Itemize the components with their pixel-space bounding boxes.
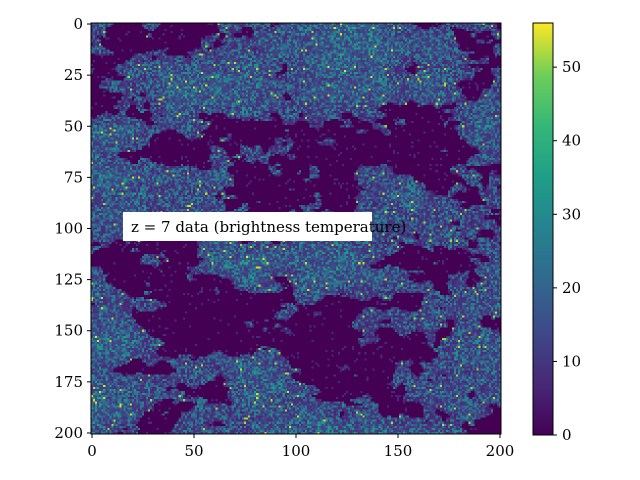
y-axis: 0 25 50 75 100 125 150 175 200	[54, 15, 91, 442]
x-tick-label: 100	[282, 442, 311, 460]
y-tick-label: 175	[54, 373, 83, 391]
colorbar-tick-label: 10	[562, 352, 581, 370]
colorbar-ticks: 0 10 20 30 40 50	[553, 58, 581, 444]
x-tick-label: 50	[184, 442, 203, 460]
y-tick-label: 100	[54, 220, 83, 238]
colorbar-tick-label: 20	[562, 279, 581, 297]
y-tick-label: 25	[64, 66, 83, 84]
y-tick-label: 0	[73, 15, 83, 33]
y-tick-label: 75	[64, 168, 83, 186]
x-tick-label: 200	[486, 442, 515, 460]
colorbar-tick-label: 0	[562, 426, 572, 444]
colorbar-gradient	[532, 22, 554, 436]
x-tick-label: 150	[384, 442, 413, 460]
colorbar-tick-label: 30	[562, 205, 581, 223]
y-tick-label: 125	[54, 271, 83, 289]
y-tick-label: 200	[54, 424, 83, 442]
y-tick-label: 150	[54, 322, 83, 340]
y-tick-label: 50	[64, 117, 83, 135]
x-tick-label: 0	[87, 442, 97, 460]
x-axis: 0 50 100 150 200	[87, 434, 514, 460]
annotation-text: z = 7 data (brightness temperature)	[131, 218, 406, 236]
annotation-box	[123, 212, 372, 241]
colorbar: 0 10 20 30 40 50	[532, 22, 581, 444]
annotation: z = 7 data (brightness temperature)	[123, 212, 406, 241]
colorbar-tick-label: 50	[562, 58, 581, 76]
colorbar-tick-label: 40	[562, 132, 581, 150]
